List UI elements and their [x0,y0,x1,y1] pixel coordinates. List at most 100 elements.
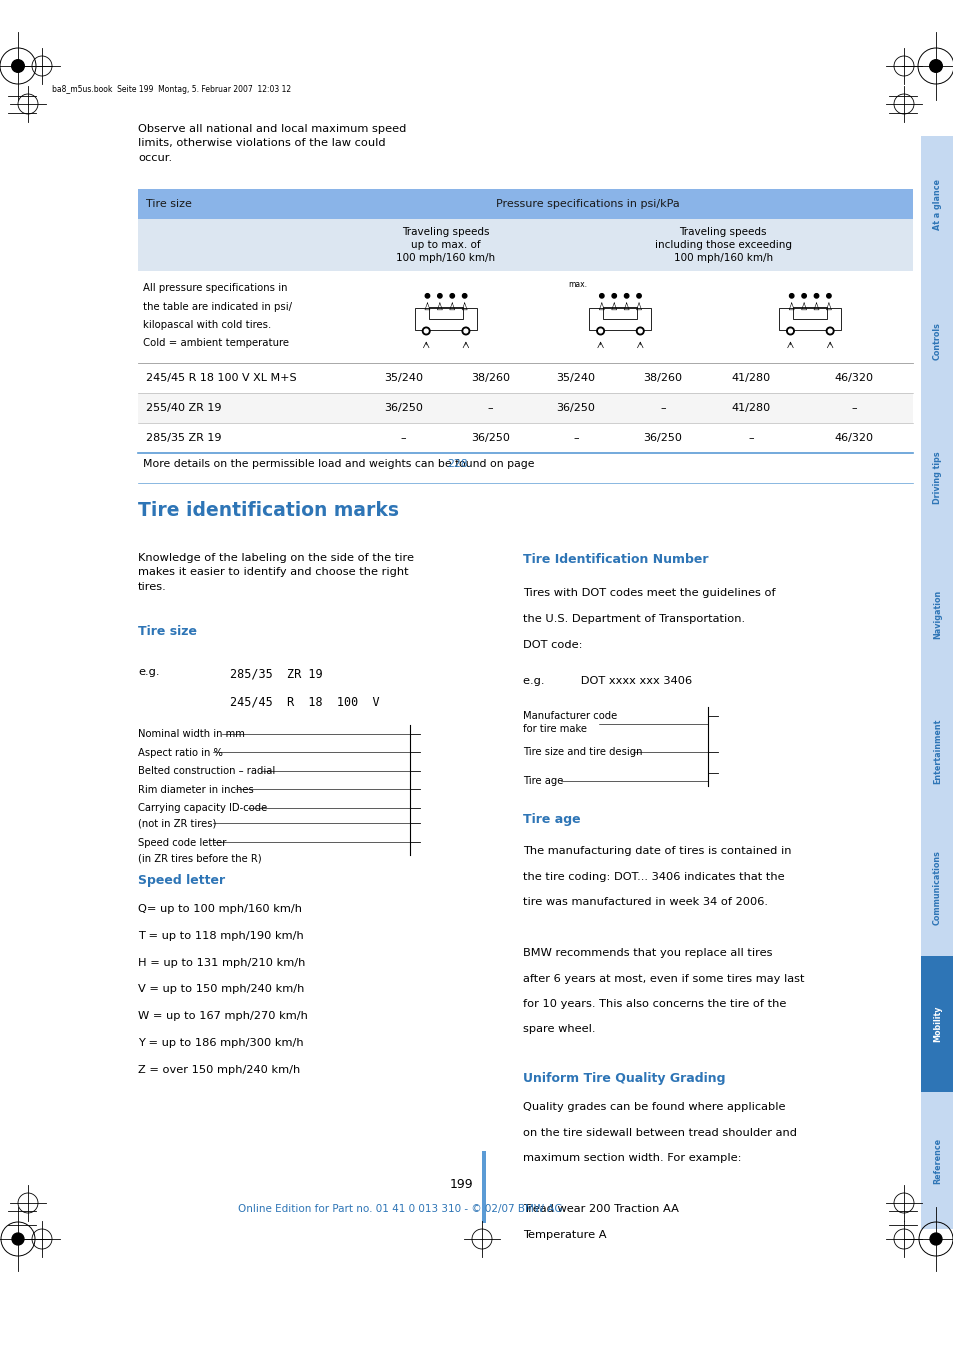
Text: 36/250: 36/250 [556,403,595,413]
Text: 245/45  R  18  100  V: 245/45 R 18 100 V [230,694,379,708]
Text: 41/280: 41/280 [731,403,770,413]
Text: after 6 years at most, even if some tires may last: after 6 years at most, even if some tire… [522,974,803,984]
Text: Z = over 150 mph/240 km/h: Z = over 150 mph/240 km/h [138,1065,300,1075]
Circle shape [638,330,641,332]
Text: –: – [487,403,493,413]
Text: 285/35  ZR 19: 285/35 ZR 19 [230,667,322,680]
Text: Communications: Communications [932,850,941,925]
Text: Online Edition for Part no. 01 41 0 013 310 - © 02/07 BMW AG: Online Edition for Part no. 01 41 0 013 … [238,1204,562,1215]
Text: T = up to 118 mph/190 km/h: T = up to 118 mph/190 km/h [138,931,303,940]
Text: –: – [400,434,406,443]
Bar [920,819,953,955]
Bar [779,308,841,330]
Circle shape [929,1233,941,1246]
Text: on the tire sidewall between tread shoulder and: on the tire sidewall between tread shoul… [522,1128,796,1138]
Circle shape [461,327,469,335]
Text: Knowledge of the labeling on the side of the tire
makes it easier to identify an: Knowledge of the labeling on the side of… [138,553,414,592]
Circle shape [612,293,616,299]
Text: Carrying capacity ID-code: Carrying capacity ID-code [138,802,267,813]
Bar [920,955,953,1093]
Text: max.: max. [568,280,587,289]
Text: –: – [659,403,665,413]
Text: 255/40 ZR 19: 255/40 ZR 19 [146,403,221,413]
Text: 36/250: 36/250 [643,434,681,443]
Text: DOT code:: DOT code: [522,640,581,650]
Text: e.g.: e.g. [138,667,159,677]
Bar [415,308,476,330]
Text: –: – [748,434,754,443]
Text: BMW recommends that you replace all tires: BMW recommends that you replace all tire… [522,948,771,958]
Text: Navigation: Navigation [932,589,941,639]
Bar [589,308,651,330]
Circle shape [786,327,794,335]
Text: 245/45 R 18 100 V XL M+S: 245/45 R 18 100 V XL M+S [146,373,296,382]
Bar [602,307,637,319]
Text: ba8_m5us.book  Seite 199  Montag, 5. Februar 2007  12:03 12: ba8_m5us.book Seite 199 Montag, 5. Febru… [52,85,291,93]
Bar [920,546,953,682]
Circle shape [425,293,429,299]
Text: e.g.          DOT xxxx xxx 3406: e.g. DOT xxxx xxx 3406 [522,676,691,686]
Text: Manufacturer code
for tire make: Manufacturer code for tire make [522,711,617,734]
Bar [138,393,912,423]
Text: the table are indicated in psi/: the table are indicated in psi/ [143,301,292,312]
Circle shape [450,293,454,299]
Text: 35/240: 35/240 [556,373,595,382]
Text: Pressure specifications in psi/kPa: Pressure specifications in psi/kPa [496,199,679,209]
Text: –: – [573,434,578,443]
Circle shape [789,293,793,299]
Text: Tire size: Tire size [138,626,196,638]
Circle shape [636,327,643,335]
Text: the tire coding: DOT... 3406 indicates that the: the tire coding: DOT... 3406 indicates t… [522,871,783,881]
Text: All pressure specifications in: All pressure specifications in [143,282,287,293]
Bar [429,307,462,319]
Text: Cold = ambient temperature: Cold = ambient temperature [143,339,289,349]
Text: Speed code letter: Speed code letter [138,838,226,847]
Circle shape [599,293,603,299]
Text: tire was manufactured in week 34 of 2006.: tire was manufactured in week 34 of 2006… [522,897,767,907]
Text: (in ZR tires before the R): (in ZR tires before the R) [138,852,261,863]
Text: Temperature A: Temperature A [522,1229,605,1239]
Text: Quality grades can be found where applicable: Quality grades can be found where applic… [522,1102,784,1112]
Text: 35/240: 35/240 [383,373,422,382]
Bar [920,273,953,409]
Circle shape [437,293,441,299]
Text: Tire identification marks: Tire identification marks [138,501,398,520]
Text: Traveling speeds
up to max. of
100 mph/160 km/h: Traveling speeds up to max. of 100 mph/1… [396,227,496,263]
Text: Q= up to 100 mph/160 km/h: Q= up to 100 mph/160 km/h [138,904,302,915]
Circle shape [826,293,830,299]
Bar [138,219,912,272]
Text: 41/280: 41/280 [731,373,770,382]
Text: Uniform Tire Quality Grading: Uniform Tire Quality Grading [522,1071,724,1085]
Circle shape [801,293,805,299]
Text: Traveling speeds
including those exceeding
100 mph/160 km/h: Traveling speeds including those exceedi… [654,227,791,263]
Text: for 10 years. This also concerns the tire of the: for 10 years. This also concerns the tir… [522,998,785,1009]
Bar [920,136,953,273]
Text: Y = up to 186 mph/300 km/h: Y = up to 186 mph/300 km/h [138,1038,303,1048]
Text: Tires with DOT codes meet the guidelines of: Tires with DOT codes meet the guidelines… [522,588,775,598]
Text: Belted construction – radial: Belted construction – radial [138,766,275,775]
Circle shape [929,59,942,73]
Bar [481,1151,485,1223]
Circle shape [12,1233,24,1246]
Text: Speed letter: Speed letter [138,874,225,888]
Text: Observe all national and local maximum speed
limits, otherwise violations of the: Observe all national and local maximum s… [138,124,406,163]
Text: Entertainment: Entertainment [932,719,941,784]
Text: H = up to 131 mph/210 km/h: H = up to 131 mph/210 km/h [138,958,305,967]
Text: spare wheel.: spare wheel. [522,1024,595,1035]
Text: Rim diameter in inches: Rim diameter in inches [138,785,253,794]
Text: Tire size and tire design: Tire size and tire design [522,747,641,757]
Bar [920,409,953,546]
Text: Tire size: Tire size [146,199,192,209]
Text: Tire age: Tire age [522,775,562,786]
Bar [138,189,912,219]
Circle shape [788,330,792,332]
Circle shape [462,293,466,299]
Text: At a glance: At a glance [932,178,941,230]
Text: 38/260: 38/260 [471,373,510,382]
Text: V = up to 150 mph/240 km/h: V = up to 150 mph/240 km/h [138,985,304,994]
Circle shape [11,59,24,73]
Text: 228.: 228. [447,459,471,469]
Text: 36/250: 36/250 [384,403,422,413]
Text: 36/250: 36/250 [471,434,510,443]
Text: 46/320: 46/320 [834,434,873,443]
